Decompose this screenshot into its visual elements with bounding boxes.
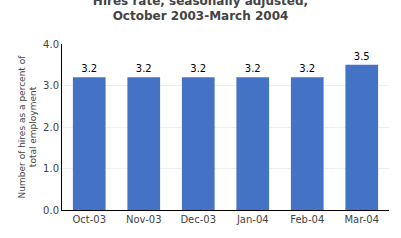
svg-text:Oct-03: Oct-03 bbox=[72, 214, 106, 225]
svg-text:3.2: 3.2 bbox=[136, 63, 152, 74]
svg-text:3.2: 3.2 bbox=[190, 63, 206, 74]
svg-text:Dec-03: Dec-03 bbox=[180, 214, 216, 225]
svg-text:3.2: 3.2 bbox=[81, 63, 97, 74]
svg-text:Feb-04: Feb-04 bbox=[290, 214, 324, 225]
svg-text:Jan-04: Jan-04 bbox=[236, 214, 269, 225]
svg-text:Number of hires as a percent o: Number of hires as a percent oftotal emp… bbox=[17, 55, 39, 199]
svg-text:2.0: 2.0 bbox=[43, 122, 59, 133]
svg-text:3.0: 3.0 bbox=[43, 80, 59, 91]
svg-text:4.0: 4.0 bbox=[43, 39, 59, 50]
svg-text:Nov-03: Nov-03 bbox=[126, 214, 162, 225]
svg-text:0.0: 0.0 bbox=[43, 205, 59, 216]
svg-text:3.2: 3.2 bbox=[245, 63, 261, 74]
svg-text:Hires rate, seasonally adjuste: Hires rate, seasonally adjusted,October … bbox=[93, 0, 308, 23]
svg-text:1.0: 1.0 bbox=[43, 163, 59, 174]
svg-text:3.5: 3.5 bbox=[354, 51, 370, 62]
svg-text:Mar-04: Mar-04 bbox=[344, 214, 379, 225]
svg-text:3.2: 3.2 bbox=[299, 63, 315, 74]
